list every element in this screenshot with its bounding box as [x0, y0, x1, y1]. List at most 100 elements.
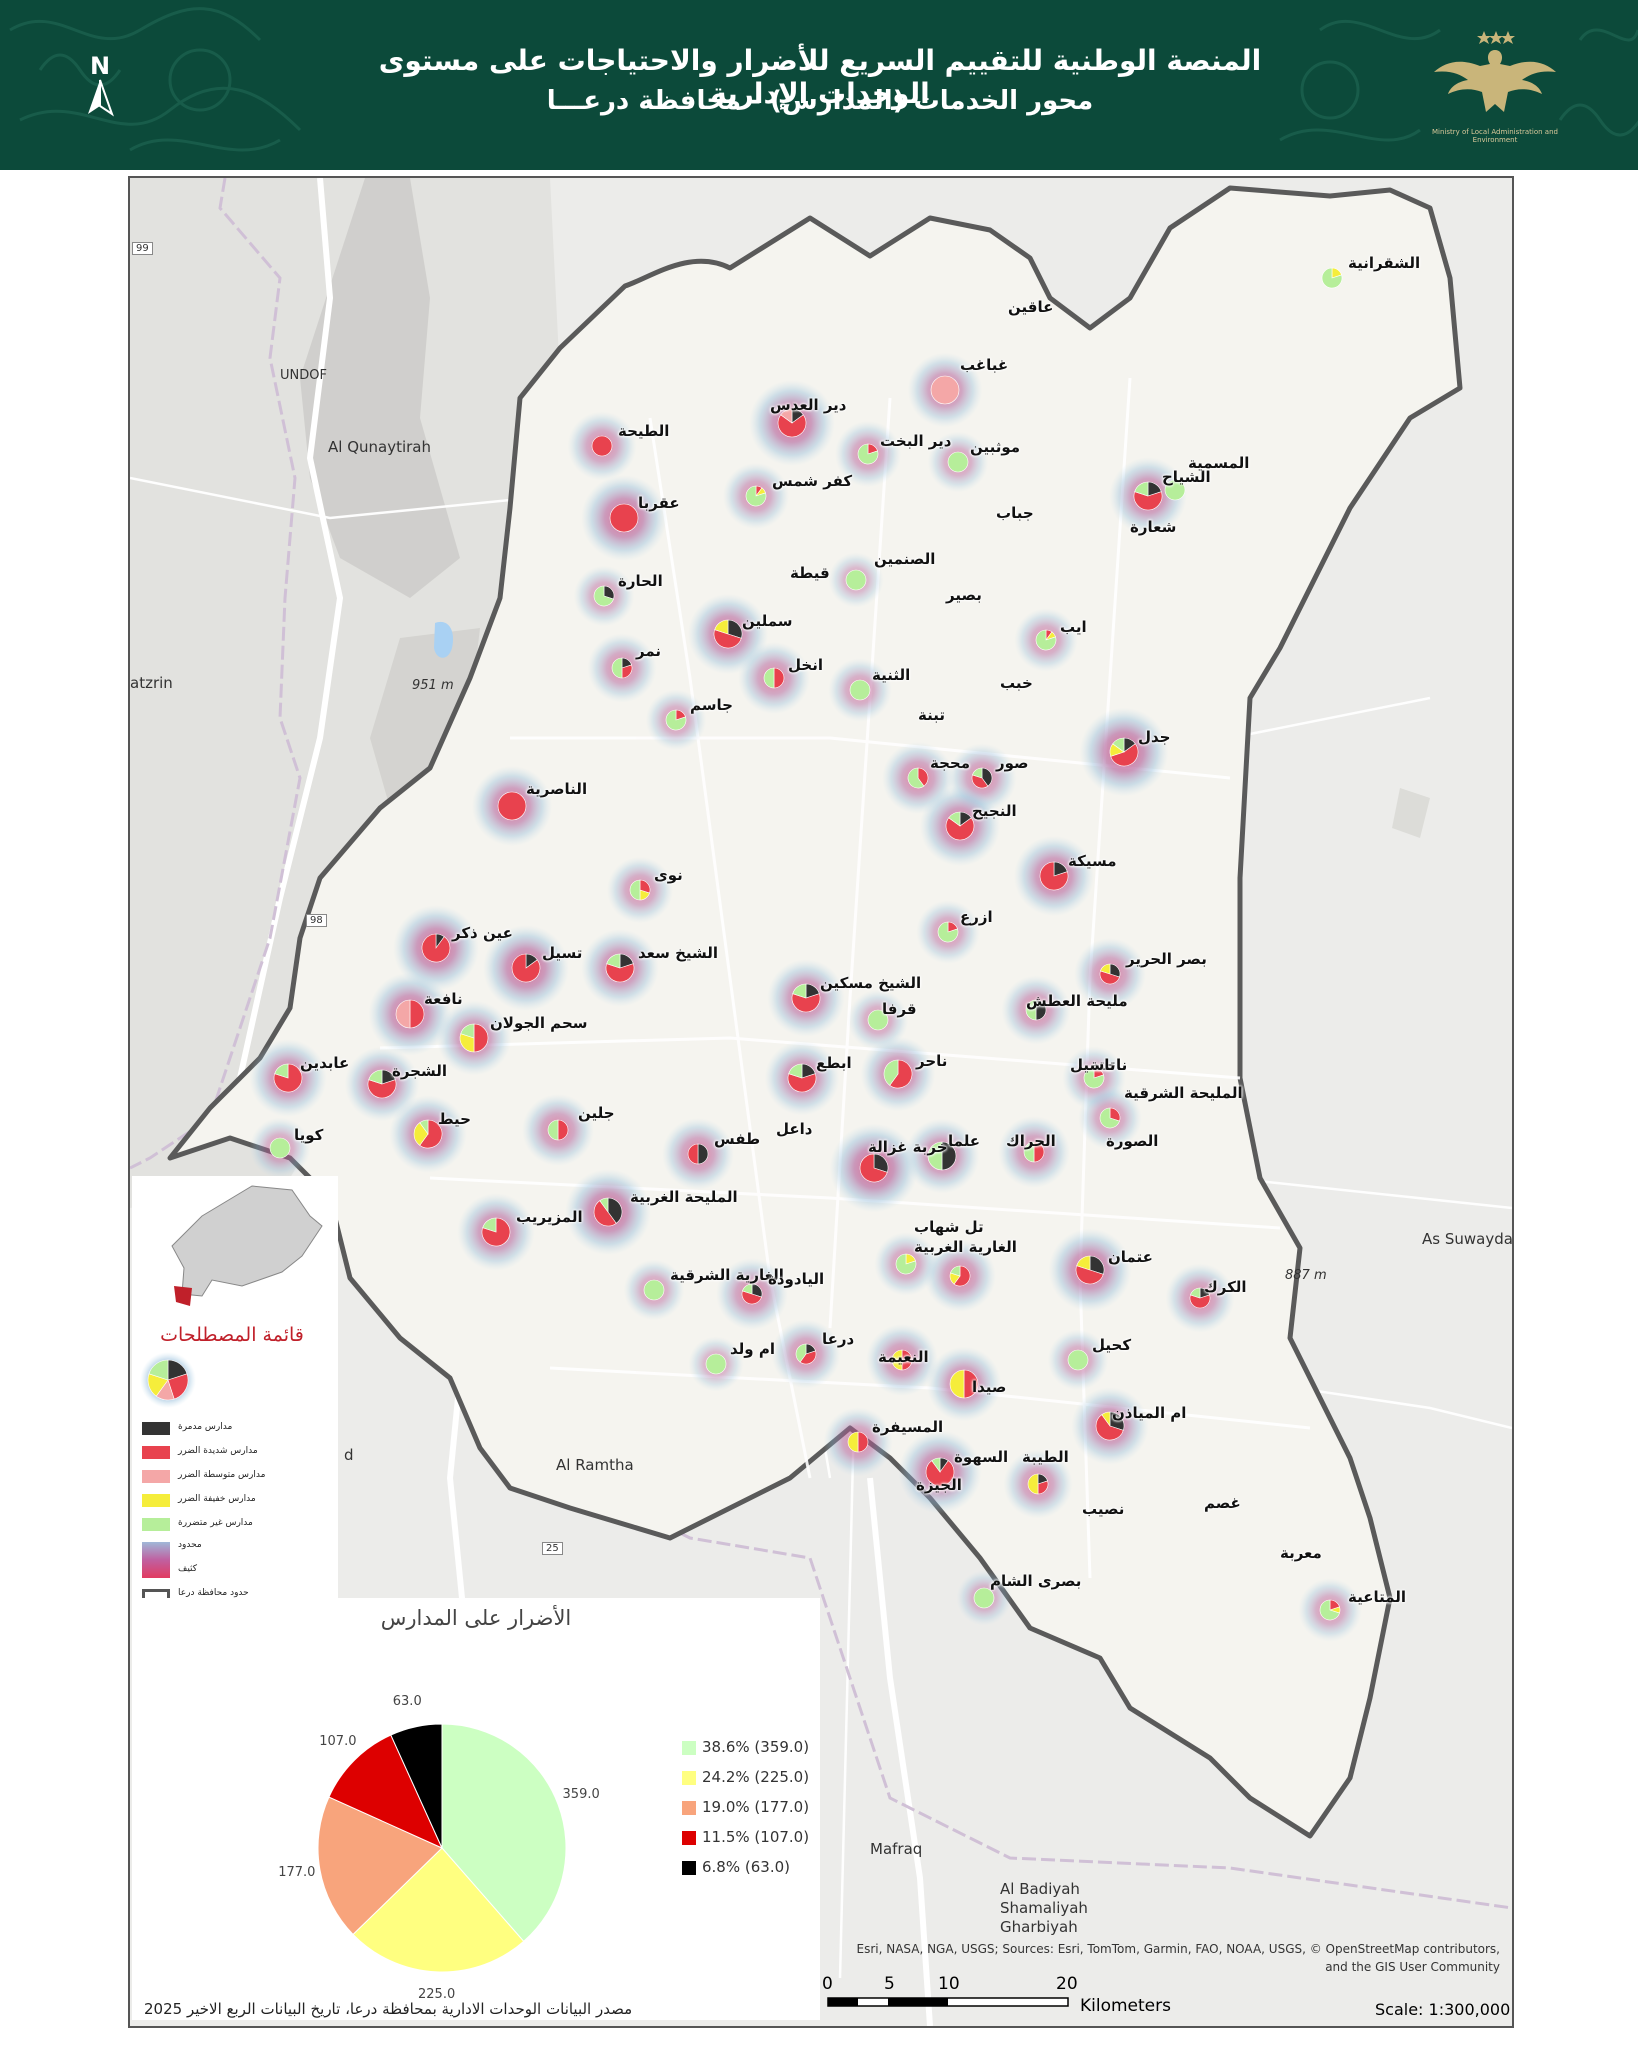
place-label: الشيخ سعد	[638, 944, 719, 962]
place-pie-slice-4	[593, 585, 614, 607]
map-frame[interactable]: UNDOF Al Qunaytirah atzrin 951 m As Suwa…	[128, 176, 1514, 2028]
place-pie-slice-1	[791, 993, 821, 1013]
place-label: سملين	[742, 612, 793, 630]
place-pie-slice-1	[901, 1349, 913, 1371]
place-pie-slice-4	[269, 1137, 291, 1159]
place-label: نمر	[636, 642, 662, 660]
place-pie-slice-0	[1089, 1255, 1105, 1275]
place-pie-slice-0	[1035, 999, 1047, 1021]
place-label: ازرع	[960, 908, 993, 926]
place-pie-slice-1	[367, 1079, 397, 1099]
map-label-al-qunaytirah: Al Qunaytirah	[328, 438, 432, 456]
pie-slice-label-0: 359.0	[562, 1786, 600, 1802]
place-pie-slice-4	[883, 1059, 899, 1086]
legend-pie-slice-1	[167, 1373, 189, 1400]
place-label: سحم الجولان	[490, 1014, 588, 1032]
place-pie-slice-4	[1025, 999, 1037, 1021]
place-pie-slice-4	[972, 767, 983, 779]
place-label: قيطة	[790, 564, 830, 582]
place-pie-slice-3	[891, 1349, 903, 1371]
place-label: الصنمين	[874, 550, 936, 568]
place-label: جباب	[996, 504, 1034, 522]
place-label: ناحتة	[1090, 1056, 1128, 1074]
place-label: الحراك	[1006, 1132, 1056, 1150]
header-title-line1: المنصة الوطنية للتقييم السريع للأضرار وا…	[378, 44, 1262, 110]
map-label-as-suwayda: As Suwayda	[1422, 1230, 1513, 1248]
place-pie-slice-1	[497, 791, 527, 821]
place-label: شعارة	[1130, 518, 1177, 536]
place-pie-slice-1	[953, 1265, 971, 1287]
place-label: مسيكة	[1068, 852, 1117, 870]
place-label: معربة	[1280, 1544, 1322, 1562]
road-shield-25: 25	[542, 1542, 563, 1555]
scale-bar-graphic	[827, 1997, 1069, 2007]
place-pie-slice-1	[1189, 1294, 1211, 1309]
data-source-note: مصدر البيانات الوحدات الادارية بمحافظة د…	[144, 2000, 633, 2018]
pie-legend-label: 6.8% (63.0)	[702, 1858, 790, 1876]
place-pie-slice-4	[1083, 1067, 1105, 1089]
pie-legend-swatch	[682, 1801, 696, 1815]
place-pie-slice-4	[705, 1353, 727, 1375]
place-label: الغارية الشرقية	[670, 1266, 784, 1284]
place-pie-slice-4	[1319, 1599, 1340, 1621]
place-label: ابطع	[816, 1054, 852, 1072]
place-label: قرفا	[882, 1000, 917, 1018]
map-label-undof: UNDOF	[280, 368, 327, 383]
place-pie-slice-4	[947, 451, 969, 473]
place-pie-slice-1	[1039, 861, 1069, 891]
place-pie-slice-1	[713, 629, 742, 649]
place-pie-slice-1	[889, 1059, 913, 1089]
place-pie-slice-4	[1067, 1349, 1089, 1371]
place-pie-slice-1	[687, 1143, 699, 1165]
place-label: الشقرانية	[1348, 254, 1421, 272]
place-pie-slice-4	[460, 1023, 475, 1039]
place-label: بصرى الشام	[990, 1572, 1082, 1590]
place-label: دير البخت	[880, 432, 952, 450]
pie-legend-swatch	[682, 1861, 696, 1875]
pie-slice-4	[390, 1723, 443, 1849]
place-pie-slice-4	[795, 1343, 807, 1363]
map-label-elevation-951: 951 m	[412, 678, 454, 693]
place-pie-slice-2	[780, 408, 793, 424]
place-label: كحيل	[1092, 1336, 1132, 1354]
place-label: الناصرية	[526, 780, 588, 798]
place-pie-slice-1	[605, 963, 635, 983]
legend-pie-slice-4	[148, 1359, 169, 1381]
place-pie-slice-4	[1321, 267, 1343, 289]
place-pie-slice-4	[973, 1587, 995, 1609]
place-pie-slice-1	[1075, 1265, 1104, 1285]
place-label: الشيخ مسكين	[820, 974, 922, 992]
place-pie-slice-1	[963, 1369, 979, 1399]
place-pie-slice-4	[482, 1217, 497, 1233]
place-pie-slice-4	[907, 767, 925, 789]
place-pie-slice-4	[599, 1197, 609, 1213]
pie-slice-label-2: 177.0	[278, 1864, 316, 1880]
place-label: انخل	[788, 656, 823, 674]
place-label: النجيح	[972, 802, 1017, 820]
place-pie-slice-0	[981, 767, 993, 787]
place-pie-slice-4	[845, 569, 867, 591]
place-pie-slice-4	[742, 1283, 753, 1295]
header-ornament-pattern	[9, 7, 1638, 152]
place-label: الجيزة	[916, 1476, 962, 1494]
scale-ratio: Scale: 1:300,000	[1375, 2000, 1511, 2019]
scale-unit: Kilometers	[1080, 1996, 1171, 2016]
place-pie-slice-4	[927, 1141, 943, 1171]
place-pie-slice-3	[413, 1122, 429, 1146]
place-label: عين ذكر	[452, 924, 513, 942]
place-label: كويا	[294, 1126, 324, 1144]
place-pie-slice-0	[941, 1141, 957, 1171]
place-label: عقربا	[638, 494, 680, 512]
place-label: درعا	[822, 1330, 855, 1348]
place-pie-slice-1	[777, 414, 807, 438]
place-label: الغارية الغربية	[914, 1238, 1017, 1256]
syria-locator-map	[171, 1185, 323, 1306]
ministry-emblem: Ministry of Local Administration and Env…	[1420, 28, 1570, 148]
place-pie-slice-4	[1023, 1141, 1035, 1163]
place-pie-slice-4	[948, 811, 961, 827]
place-label: غصم	[1204, 1494, 1241, 1512]
place-pie-slice-1	[609, 503, 639, 533]
place-label: الكرك	[1204, 1278, 1247, 1296]
pie-slice-0	[441, 1723, 567, 1943]
place-label: علما	[948, 1132, 981, 1150]
